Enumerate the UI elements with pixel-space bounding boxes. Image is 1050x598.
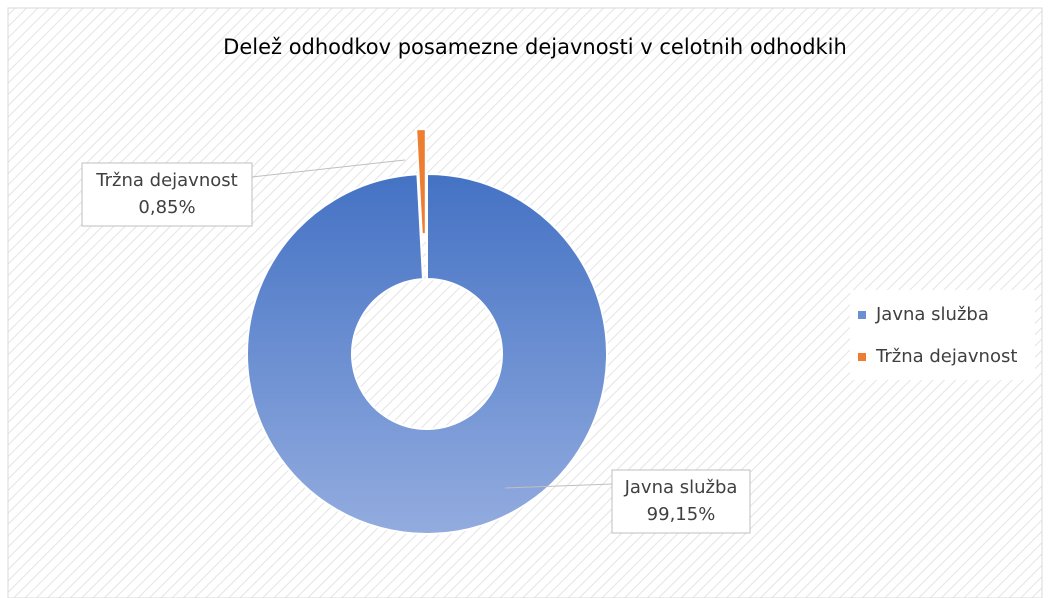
data-label-box xyxy=(611,469,751,534)
chart-title: Delež odhodkov posamezne dejavnosti v ce… xyxy=(223,35,847,59)
donut-slice xyxy=(415,128,427,236)
leader-line xyxy=(504,483,613,489)
legend-marker xyxy=(858,311,866,319)
legend-label: Javna služba xyxy=(875,304,989,325)
leader-line xyxy=(251,159,406,178)
legend-background xyxy=(850,290,1035,380)
donut-slice xyxy=(246,172,608,535)
data-label-name: Javna služba xyxy=(624,477,738,498)
data-label-value: 0,85% xyxy=(138,197,195,218)
legend-marker xyxy=(858,353,866,361)
data-label-name: Tržna dejavnost xyxy=(95,170,237,191)
legend-label: Tržna dejavnost xyxy=(875,346,1017,367)
data-label-value: 99,15% xyxy=(647,504,716,525)
data-label-box xyxy=(81,162,253,227)
